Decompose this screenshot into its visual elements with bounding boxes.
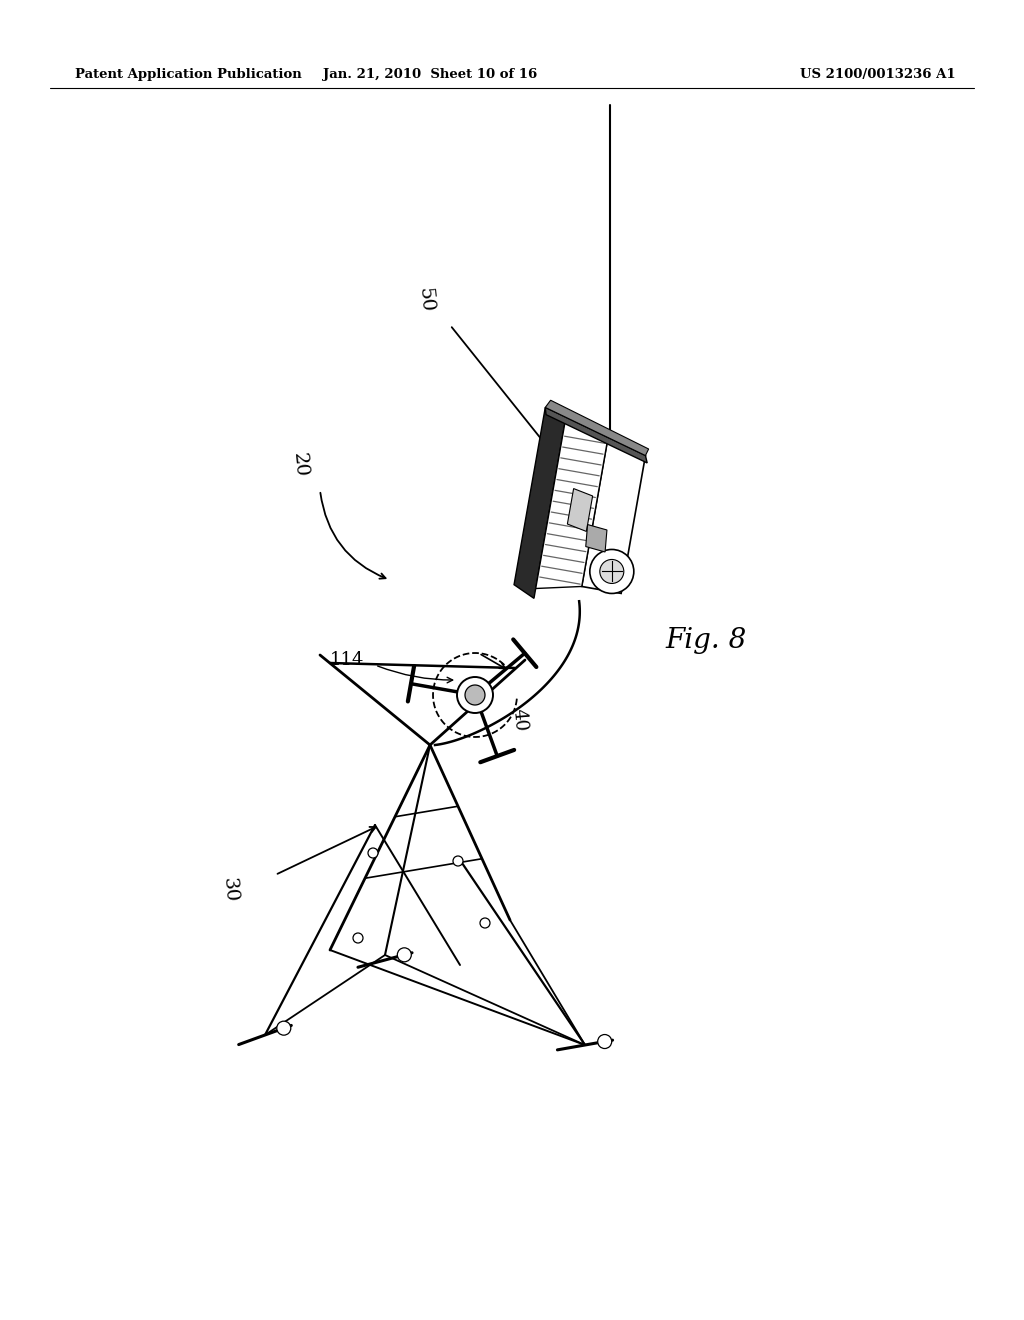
Text: 50: 50	[415, 286, 435, 313]
Circle shape	[457, 677, 493, 713]
Text: Patent Application Publication: Patent Application Publication	[75, 69, 302, 81]
Circle shape	[397, 948, 412, 962]
Polygon shape	[567, 488, 593, 532]
Text: 30: 30	[220, 876, 240, 903]
Polygon shape	[546, 400, 648, 455]
Circle shape	[453, 855, 463, 866]
Circle shape	[368, 847, 378, 858]
Text: 40: 40	[510, 708, 530, 733]
Polygon shape	[514, 408, 565, 598]
Text: 114: 114	[330, 651, 365, 669]
Text: 20: 20	[290, 451, 310, 478]
Text: US 2100/0013236 A1: US 2100/0013236 A1	[800, 69, 955, 81]
Polygon shape	[582, 438, 645, 594]
Circle shape	[276, 1022, 291, 1035]
Circle shape	[480, 917, 490, 928]
Circle shape	[600, 560, 624, 583]
Text: Fig. 8: Fig. 8	[665, 627, 746, 653]
Circle shape	[598, 1035, 611, 1048]
Circle shape	[590, 549, 634, 594]
Polygon shape	[546, 408, 647, 463]
Circle shape	[465, 685, 485, 705]
Text: Jan. 21, 2010  Sheet 10 of 16: Jan. 21, 2010 Sheet 10 of 16	[323, 69, 538, 81]
Polygon shape	[536, 421, 608, 589]
Polygon shape	[586, 524, 607, 552]
Circle shape	[353, 933, 362, 942]
